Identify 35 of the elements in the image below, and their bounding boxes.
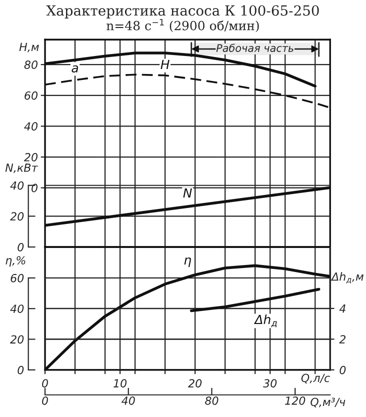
y-axis-title: H,м (19, 42, 39, 52)
x2-tick-label: 40 (122, 396, 135, 405)
x-tick-label: 30 (263, 379, 277, 388)
y2-tick-label: 4 (339, 304, 346, 313)
y-tick-label: 60 (24, 91, 38, 100)
series-label: Δh$_{д}$ (254, 314, 277, 328)
y-tick-label: 0 (32, 184, 38, 192)
y-tick-label: 20 (10, 335, 24, 344)
series-label: a (72, 65, 78, 72)
y2-tick-label: 0 (340, 366, 346, 374)
y-tick-label: 40 (10, 304, 24, 313)
x2-tick-label: 80 (205, 396, 218, 405)
y-tick-label: 60 (10, 274, 24, 282)
y-tick-label: 0 (18, 366, 24, 374)
x-axis-title: Q,л/с (301, 374, 330, 384)
x-tick-label: 10 (114, 379, 127, 388)
band-label: Рабочая часть (216, 44, 294, 52)
y-tick-label: 80 (24, 60, 38, 69)
y-tick-label: 40 (24, 122, 38, 131)
series-label: H (160, 60, 170, 69)
y2-axis-title: N,кВт (5, 164, 38, 174)
y2-tick-label: 2 (339, 335, 346, 344)
series-label: N (183, 188, 192, 198)
x2-tick-label: 0 (42, 396, 48, 405)
x2-tick-label: 120 (285, 396, 306, 405)
y-axis-title: η,% (6, 256, 26, 267)
chart-subtitle: n=48 с$^{−1}$ (2900 об/мин) (106, 19, 259, 32)
series-label: η (184, 257, 191, 268)
chart-title: Характеристика насоса К 100-65-250 (46, 5, 319, 18)
y2-axis-title: Δh$_{д}$,м (330, 272, 364, 284)
line-series (190, 288, 320, 312)
x-tick-label: 0 (42, 379, 48, 388)
x-tick-label: 20 (188, 379, 202, 388)
x2-axis-title: Q,м³/ч (310, 398, 346, 408)
y-tick-label: 20 (24, 152, 38, 162)
